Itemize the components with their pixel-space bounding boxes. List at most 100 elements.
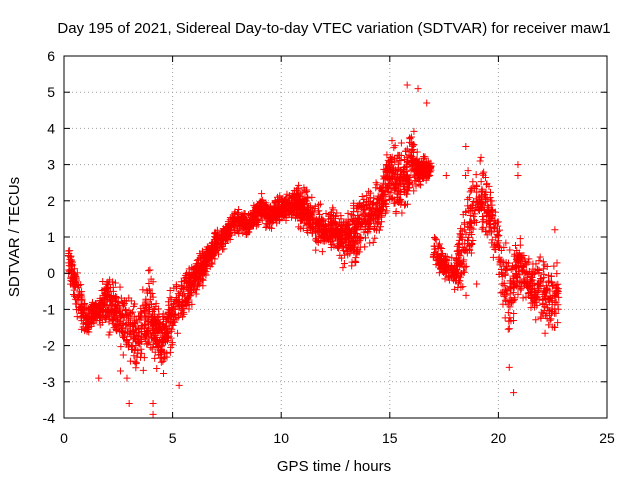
- data-point: [370, 194, 378, 202]
- data-point: [359, 220, 367, 228]
- data-point: [469, 237, 477, 245]
- data-point: [344, 209, 352, 217]
- data-point: [367, 216, 375, 224]
- data-point: [495, 271, 503, 279]
- data-point: [504, 309, 512, 317]
- axis-ticks: 0 5 10 15 20 25 -4 -3 -2 -1 0 1 2 3 4 5 6: [43, 48, 615, 446]
- data-point: [120, 332, 128, 340]
- data-point: [532, 316, 540, 324]
- x-tick-label: 5: [169, 430, 177, 446]
- data-point: [351, 258, 359, 266]
- data-point: [172, 293, 180, 301]
- data-point: [149, 293, 157, 301]
- data-point: [408, 147, 416, 155]
- data-point: [413, 148, 421, 156]
- data-point: [166, 348, 174, 356]
- data-point: [512, 241, 519, 249]
- data-point: [541, 261, 549, 269]
- data-point: [170, 300, 178, 308]
- data-point: [312, 246, 320, 254]
- y-tick-label: 6: [47, 48, 55, 64]
- data-point: [239, 229, 247, 237]
- data-point: [282, 195, 290, 203]
- data-point: [373, 211, 381, 219]
- y-tick-label: 1: [47, 229, 55, 245]
- data-points: [64, 81, 563, 418]
- data-point: [358, 193, 366, 201]
- data-point: [420, 154, 428, 162]
- data-point: [412, 160, 420, 168]
- data-point: [108, 307, 116, 315]
- y-tick-label: -1: [43, 301, 56, 317]
- data-point: [441, 275, 449, 283]
- data-point: [144, 327, 152, 335]
- data-point: [354, 208, 362, 216]
- data-point: [535, 257, 543, 265]
- data-point: [158, 320, 166, 328]
- data-point: [465, 207, 473, 215]
- data-point: [163, 322, 171, 330]
- x-tick-label: 0: [60, 430, 68, 446]
- y-tick-label: 0: [47, 265, 55, 281]
- data-point: [363, 192, 371, 200]
- data-point: [162, 324, 170, 332]
- data-point: [506, 303, 514, 311]
- data-point: [274, 201, 282, 209]
- data-point: [302, 219, 310, 227]
- data-point: [470, 197, 478, 205]
- data-point: [366, 204, 374, 212]
- data-point: [225, 229, 233, 237]
- data-point: [115, 304, 123, 312]
- data-point: [551, 292, 559, 300]
- data-point: [385, 165, 393, 173]
- data-point: [551, 299, 559, 307]
- data-point: [456, 252, 464, 260]
- data-point: [83, 315, 91, 323]
- y-tick-label: -2: [43, 338, 56, 354]
- data-point: [143, 332, 151, 340]
- data-point: [96, 297, 104, 305]
- data-point: [274, 193, 282, 201]
- data-point: [166, 294, 174, 302]
- x-tick-label: 15: [382, 430, 398, 446]
- data-point: [401, 185, 409, 193]
- data-point: [406, 135, 414, 143]
- data-point: [194, 263, 202, 271]
- data-point: [158, 347, 166, 355]
- data-point: [500, 279, 508, 287]
- data-point: [71, 271, 79, 279]
- data-point: [125, 400, 133, 408]
- data-point: [240, 220, 248, 228]
- data-point: [137, 345, 145, 353]
- data-point: [507, 265, 515, 273]
- data-point: [548, 282, 556, 290]
- data-point: [153, 343, 161, 351]
- data-point: [459, 283, 467, 291]
- data-point: [474, 199, 482, 207]
- data-point: [496, 226, 504, 234]
- data-point: [87, 318, 95, 326]
- data-point: [505, 325, 513, 333]
- data-point: [526, 288, 534, 296]
- data-point: [163, 329, 171, 337]
- data-point: [371, 234, 379, 242]
- data-point: [510, 316, 518, 324]
- data-point: [478, 185, 486, 193]
- data-point: [192, 290, 200, 298]
- data-point: [437, 253, 445, 261]
- data-point: [451, 285, 459, 293]
- data-point: [395, 174, 403, 182]
- data-point: [516, 277, 524, 285]
- data-point: [480, 216, 488, 224]
- data-point: [478, 225, 486, 233]
- data-point: [353, 226, 361, 234]
- data-point: [419, 174, 427, 182]
- data-point: [365, 204, 373, 212]
- data-point: [362, 203, 370, 211]
- data-point: [173, 283, 181, 291]
- data-point: [502, 259, 510, 267]
- data-point: [553, 289, 561, 297]
- data-point: [116, 283, 124, 291]
- data-point: [304, 194, 312, 202]
- data-point: [90, 313, 98, 321]
